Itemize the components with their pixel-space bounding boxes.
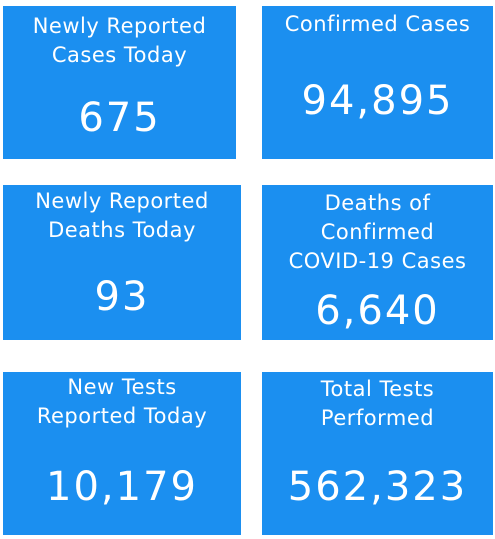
tile-label: Confirmed Cases (284, 12, 471, 36)
tile-value: 675 (78, 95, 161, 141)
tile-label: Newly Reported Cases Today (32, 14, 207, 67)
stat-tile-new-tests-today: New Tests Reported Today 10,179 (3, 372, 241, 535)
stat-tile-confirmed-cases: Confirmed Cases 94,895 (262, 6, 493, 159)
tile-label: New Tests Reported Today (36, 375, 208, 428)
tile-label: Total Tests Performed (320, 377, 435, 430)
tile-value: 10,179 (46, 464, 198, 510)
tile-label: Deaths of Confirmed COVID-19 Cases (288, 191, 467, 273)
tile-value: 93 (94, 274, 150, 320)
stat-tile-new-cases-today: Newly Reported Cases Today 675 (3, 6, 236, 159)
tile-label: Newly Reported Deaths Today (35, 189, 209, 242)
tile-value: 562,323 (287, 464, 468, 510)
stat-tile-total-tests: Total Tests Performed 562,323 (262, 372, 493, 535)
stat-tile-new-deaths-today: Newly Reported Deaths Today 93 (3, 185, 241, 340)
stat-tile-confirmed-deaths: Deaths of Confirmed COVID-19 Cases 6,640 (262, 185, 493, 340)
tile-value: 6,640 (315, 288, 440, 334)
tile-value: 94,895 (301, 78, 454, 124)
